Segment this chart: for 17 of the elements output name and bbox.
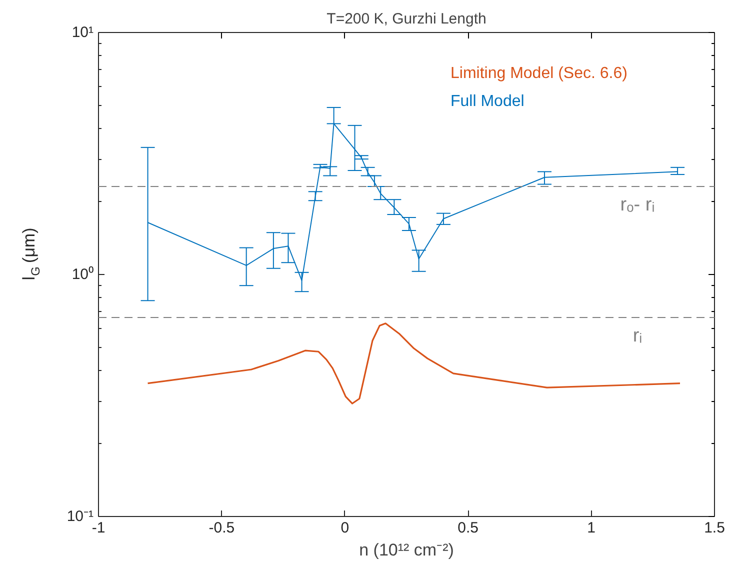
x-tick-label: 0 xyxy=(340,520,350,536)
y-tick-label: 10⁻¹ xyxy=(66,508,94,525)
chart-title: T=200 K, Gurzhi Length xyxy=(326,10,486,28)
y-tick-label: 10¹ xyxy=(72,24,94,41)
y-tick-label: 10⁰ xyxy=(72,266,94,283)
x-tick-label: 1 xyxy=(587,520,596,536)
y-axis-title: lG (μm) xyxy=(20,228,42,280)
x-tick-label: 0.5 xyxy=(458,520,479,536)
ref-line-label: rₒ- rᵢ xyxy=(620,194,655,216)
x-tick-label: -1 xyxy=(92,520,106,536)
x-axis-title: n (10¹² cm⁻²) xyxy=(359,540,454,560)
x-tick-label: -0.5 xyxy=(208,520,235,536)
x-tick-label: 1.5 xyxy=(704,520,725,536)
ref-line-label: rᵢ xyxy=(632,326,642,347)
text: Limiting Model (Sec. 6.6) xyxy=(450,65,628,82)
line-series xyxy=(146,322,681,404)
text: Full Model xyxy=(450,93,524,110)
